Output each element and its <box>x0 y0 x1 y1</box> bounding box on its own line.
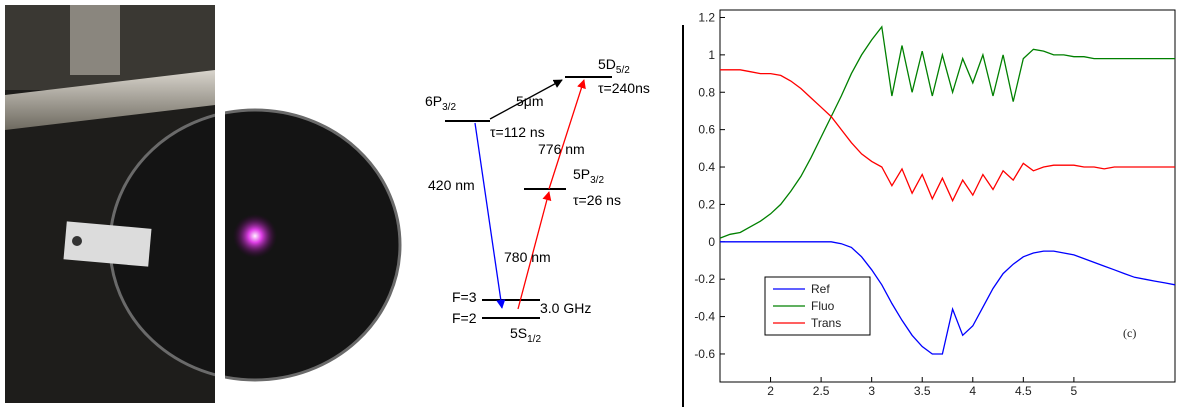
hyperfine-label: F=3 <box>452 289 477 305</box>
x-tick-label: 4 <box>969 384 976 398</box>
transition-label: 5μm <box>516 93 544 109</box>
level-sub: 1/2 <box>527 334 541 345</box>
arrow-780 <box>517 191 552 310</box>
transition-label: 776 nm <box>538 141 585 157</box>
level-main: 5D <box>598 56 616 72</box>
level-labels: 5D5/2 τ=240ns 6P3/2 τ=112 ns 5P3/2 τ=26 … <box>425 56 650 345</box>
level-main: 5S <box>510 325 527 341</box>
level-sub: 3/2 <box>442 102 456 113</box>
series-line <box>719 25 1175 239</box>
level-main: 5P <box>573 166 590 182</box>
hyperfine-label: F=2 <box>452 310 477 326</box>
y-tick-label: 0.4 <box>698 160 715 174</box>
y-tick-label: 1.2 <box>698 10 715 24</box>
lifetime: τ=240ns <box>598 80 650 96</box>
splitting: 3.0 GHz <box>540 300 591 316</box>
y-tick-label: 0 <box>708 235 715 249</box>
y-tick-label: 1 <box>708 48 715 62</box>
y-tick-label: 0.2 <box>698 197 715 211</box>
level-name: 5D5/2 <box>598 56 630 76</box>
x-tick-label: 3.5 <box>914 384 931 398</box>
arrow-5um <box>489 79 563 120</box>
legend-label: Fluo <box>811 299 835 313</box>
x-tick-label: 5 <box>1071 384 1078 398</box>
x-tick-label: 2.5 <box>813 384 830 398</box>
photo <box>5 0 402 407</box>
lifetime: τ=26 ns <box>573 192 621 208</box>
legend-label: Trans <box>811 316 841 330</box>
y-tick-label: -0.6 <box>694 347 715 361</box>
level-name: 6P3/2 <box>425 93 456 113</box>
lifetime: τ=112 ns <box>490 124 545 140</box>
y-tick-label: 0.8 <box>698 85 715 99</box>
level-diagram <box>445 76 612 319</box>
series-line <box>720 69 1175 203</box>
series-line <box>720 241 1176 355</box>
x-tick-label: 4.5 <box>1015 384 1032 398</box>
transition-label: 420 nm <box>428 177 475 193</box>
y-tick-label: -0.4 <box>694 310 715 324</box>
y-tick-label: -0.2 <box>694 272 715 286</box>
level-sub: 3/2 <box>590 175 604 186</box>
arrow-420 <box>474 122 506 309</box>
y-tick-label: 0.6 <box>698 123 715 137</box>
level-name: 5S1/2 <box>510 325 541 345</box>
legend-label: Ref <box>811 282 830 296</box>
level-name: 5P3/2 <box>573 166 604 186</box>
x-tick-label: 3 <box>868 384 875 398</box>
arrow-776 <box>548 79 586 190</box>
x-tick-label: 2 <box>767 384 774 398</box>
annotation: (c) <box>1123 326 1136 340</box>
level-sub: 5/2 <box>616 65 630 76</box>
level-main: 6P <box>425 93 442 109</box>
transition-label: 780 nm <box>504 249 551 265</box>
chart: 2 2.5 3 3.5 4 4.5 5 -0.6 -0.4 -0.2 0 0.2 0.4 0.6 0.8 1 1… <box>694 9 1176 398</box>
